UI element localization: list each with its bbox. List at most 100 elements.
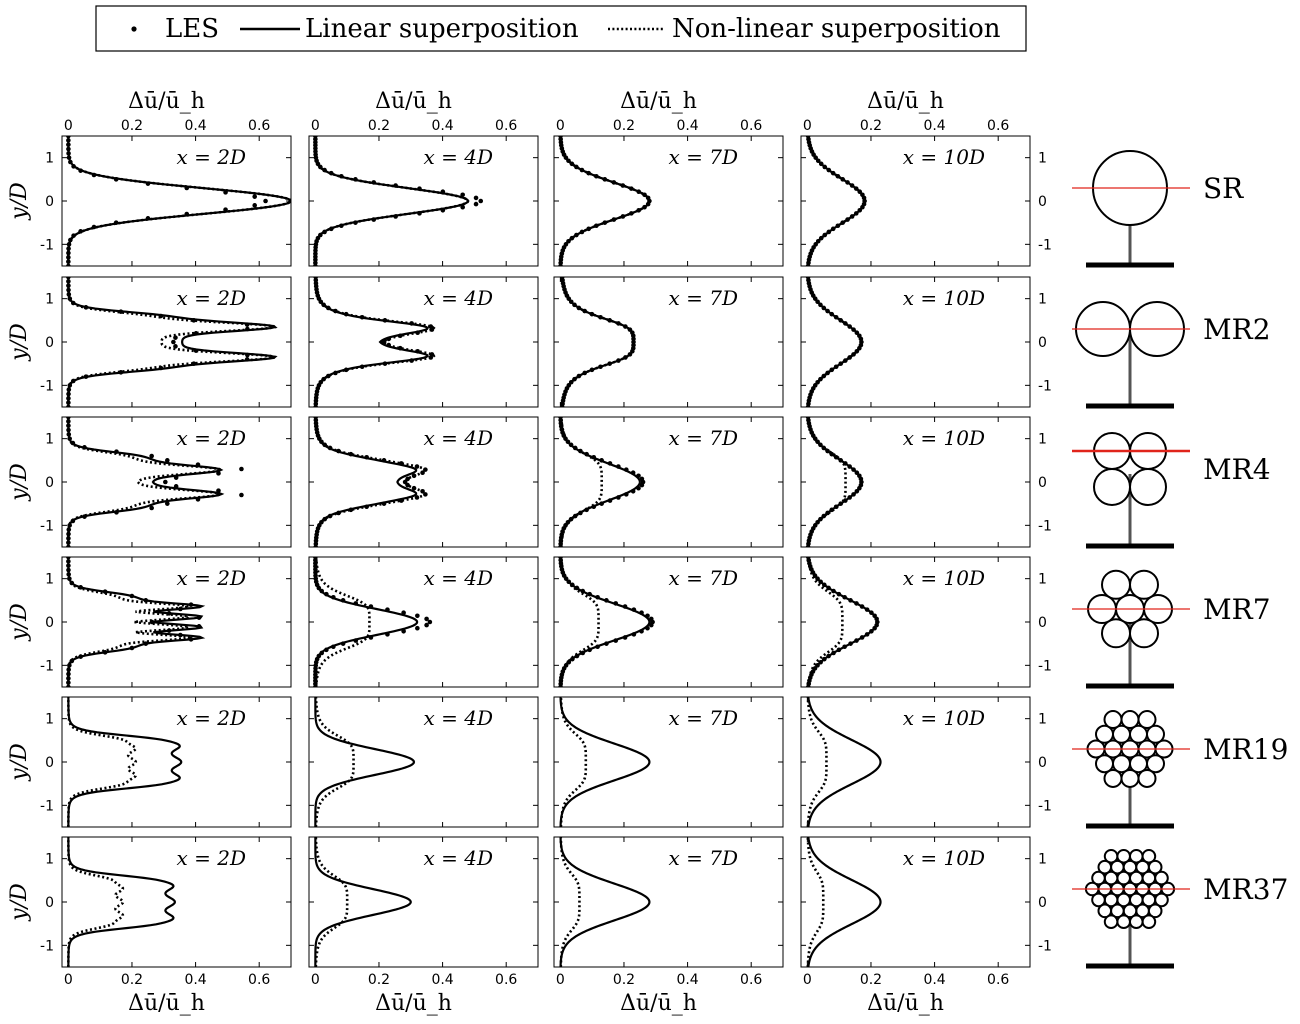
les-point [623, 467, 629, 472]
les-point [630, 470, 636, 476]
y-tick-label: 0 [45, 895, 54, 911]
y-tick-label-right: 1 [1038, 852, 1047, 868]
les-point [319, 650, 325, 656]
downstream-distance-label: x = 10D [903, 426, 985, 450]
panel-plot-area [806, 837, 882, 967]
panel-plot-area [66, 136, 291, 266]
les-point [822, 656, 827, 662]
panel-mr19-col3: x = 7D [553, 696, 784, 828]
x-tick-label-bottom: 0.6 [740, 972, 762, 988]
les-point [173, 335, 178, 340]
les-point [326, 373, 331, 379]
downstream-distance-label: x = 4D [423, 426, 493, 450]
panel-sr-col1: x = 2D 1 0 -1 y/D 0 0.2 0.4 0.6 Δū/ū_h [7, 89, 292, 267]
les-point [478, 198, 484, 204]
nonlinear-superposition-line [807, 417, 847, 547]
les-point [584, 507, 589, 513]
les-point [860, 192, 865, 198]
les-point [411, 473, 417, 479]
les-point [424, 616, 429, 622]
panel-plot-area [558, 417, 646, 547]
les-point [587, 647, 592, 653]
les-point [440, 207, 446, 213]
panel-mr2-col1: x = 2D 1 0 -1 y/D [7, 276, 292, 408]
les-point [149, 619, 155, 625]
x-tick-label-top: 0 [311, 118, 320, 134]
les-point [66, 567, 71, 573]
les-point [173, 475, 179, 480]
les-point [836, 591, 842, 597]
y-tick-label: -1 [40, 237, 54, 253]
les-point [812, 383, 818, 388]
les-point [66, 259, 71, 264]
les-point [838, 458, 844, 463]
les-point [843, 358, 848, 363]
y-tick-label-right: 0 [1038, 895, 1047, 911]
les-point [607, 318, 613, 323]
y-tick-label-right: 0 [1038, 475, 1047, 491]
rotor-disk-icon [1129, 618, 1159, 649]
les-point [616, 321, 621, 326]
les-point [188, 602, 194, 607]
y-tick-label-right: -1 [1038, 938, 1052, 954]
les-point [343, 367, 349, 373]
les-point [417, 186, 422, 191]
les-point [143, 641, 149, 646]
les-point [397, 345, 403, 351]
les-point [631, 607, 637, 612]
les-point [415, 348, 420, 354]
les-point [178, 632, 183, 638]
x-tick-label-top: 0.4 [676, 118, 698, 134]
les-point [607, 361, 613, 366]
les-point [627, 352, 633, 357]
les-point [818, 302, 823, 308]
les-point [319, 588, 325, 594]
panel-frame [308, 135, 539, 267]
les-point [353, 220, 358, 225]
rotor-disk-icon [1120, 710, 1140, 730]
les-point [859, 604, 865, 609]
les-point [440, 189, 446, 195]
les-point [851, 327, 856, 332]
les-point [620, 183, 626, 188]
les-point [630, 330, 635, 336]
les-point [381, 458, 387, 463]
les-point [66, 432, 72, 437]
x-tick-label-bottom: 0.2 [860, 972, 882, 988]
downstream-distance-label: x = 2D [176, 145, 246, 169]
les-point [252, 194, 257, 199]
les-point [639, 610, 644, 616]
y-tick-label: 1 [45, 432, 54, 448]
les-point [143, 598, 149, 603]
les-point [364, 504, 369, 510]
panel-plot-area [314, 837, 412, 967]
y-tick-label: 1 [45, 572, 54, 588]
y-tick-label: 0 [45, 615, 54, 631]
y-axis-label: y/D [7, 883, 32, 922]
les-point [196, 615, 202, 620]
y-tick-label: 0 [45, 194, 54, 210]
les-point [195, 462, 201, 467]
les-point [843, 461, 848, 466]
les-point [815, 576, 820, 581]
panel-frame [800, 836, 1031, 968]
panel-plot-area [67, 697, 183, 827]
les-point [322, 229, 327, 235]
les-point [71, 233, 76, 238]
y-tick-label: -1 [40, 518, 54, 534]
les-point [165, 501, 170, 506]
les-point [833, 454, 839, 460]
x-axis-label-bottom: Δū/ū_h [375, 991, 452, 1016]
les-point [66, 400, 71, 405]
rotor-disk-icon [1129, 569, 1159, 600]
panel-mr19-col4: x = 10D 1 0 -1 [800, 696, 1052, 828]
les-point [620, 214, 626, 219]
les-point [113, 177, 119, 182]
les-point [831, 588, 836, 594]
les-point [216, 471, 221, 476]
panel-mr37-col4: x = 10D 1 0 -1 0 0.2 0.4 0.6 Δū/ū_h [800, 836, 1052, 1016]
les-point [854, 638, 859, 643]
x-tick-label-top: 0.2 [860, 118, 882, 134]
les-point [78, 585, 83, 590]
les-point [339, 223, 344, 229]
